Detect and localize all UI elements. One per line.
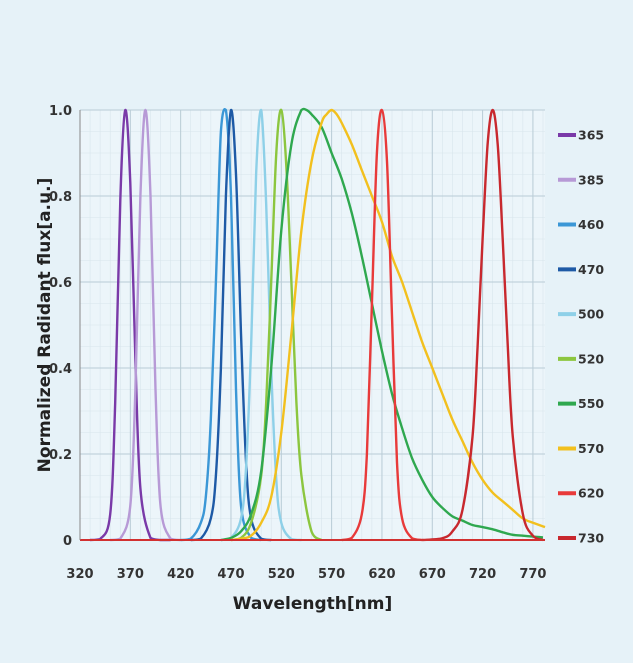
- x-tick-label: 320: [66, 567, 93, 582]
- legend-label-620: 620: [578, 486, 604, 501]
- x-tick-label: 370: [117, 567, 144, 582]
- legend-label-460: 460: [578, 217, 604, 232]
- legend-label-500: 500: [578, 307, 604, 322]
- legend-label-385: 385: [578, 172, 604, 187]
- x-tick-label: 520: [268, 567, 295, 582]
- x-tick-label: 770: [519, 567, 546, 582]
- series-line-365: [90, 108, 171, 542]
- x-tick-label: 620: [368, 567, 395, 582]
- x-tick-label: 720: [469, 567, 496, 582]
- x-axis-title: Wavelength[nm]: [233, 594, 392, 614]
- series-line-500: [220, 108, 302, 542]
- series-line-460: [180, 108, 262, 542]
- series-line-730: [422, 108, 544, 542]
- y-tick-label: 1.0: [49, 104, 72, 119]
- legend-label-730: 730: [578, 531, 604, 546]
- y-tick-label: 0.8: [49, 190, 72, 205]
- x-tick-label: 420: [167, 567, 194, 582]
- series-line-470: [190, 108, 272, 542]
- legend-label-550: 550: [578, 396, 604, 411]
- x-tick-label: 470: [217, 567, 244, 582]
- series-line-520: [230, 108, 323, 542]
- y-axis-title: Normalized Radidant flux[a.u.]: [35, 178, 55, 473]
- legend-label-365: 365: [578, 128, 604, 143]
- legend-label-470: 470: [578, 262, 604, 277]
- tick-labels: 320 370 420 470 520 570 620 670 720 770 0 0.2 0.4 0.6…: [49, 104, 547, 582]
- legend-label-570: 570: [578, 441, 604, 456]
- y-tick-label: 0.6: [49, 276, 72, 291]
- x-tick-label: 670: [419, 567, 446, 582]
- y-tick-label: 0.2: [49, 448, 72, 463]
- y-tick-label: 0.4: [49, 362, 72, 377]
- y-tick-label: 0: [63, 534, 72, 549]
- series-lines: [80, 107, 546, 542]
- series-line-570: [230, 108, 546, 542]
- legend-label-520: 520: [578, 351, 604, 366]
- x-tick-label: 570: [318, 567, 345, 582]
- series-line-385: [110, 108, 181, 542]
- legend: 365 385 460 470 500 520 550 570 620 730: [558, 128, 604, 546]
- series-line-620: [341, 108, 423, 542]
